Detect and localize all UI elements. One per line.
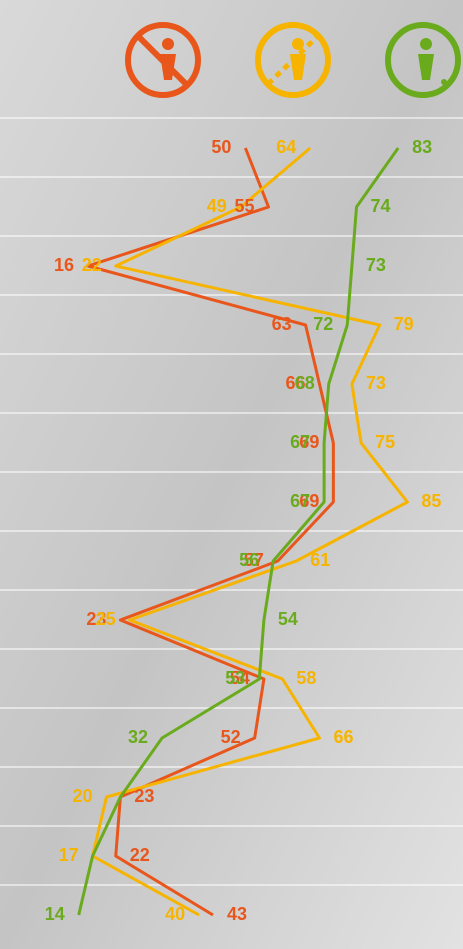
series-line xyxy=(91,146,409,917)
icon-no-golf xyxy=(125,22,201,98)
data-label: 17 xyxy=(59,845,79,865)
data-label: 43 xyxy=(227,904,247,924)
data-label: 50 xyxy=(211,137,231,157)
data-label: 22 xyxy=(82,255,102,275)
data-label: 55 xyxy=(235,196,255,216)
data-label: 23 xyxy=(134,786,154,806)
data-label: 54 xyxy=(278,609,298,629)
data-label: 54 xyxy=(230,668,250,688)
data-label: 61 xyxy=(310,550,330,570)
data-label: 53 xyxy=(225,668,245,688)
data-label: 67 xyxy=(290,491,310,511)
data-label: 14 xyxy=(45,904,65,924)
data-label: 49 xyxy=(207,196,227,216)
data-label: 72 xyxy=(313,314,333,334)
data-label: 40 xyxy=(165,904,185,924)
data-label: 32 xyxy=(128,727,148,747)
data-label: 63 xyxy=(272,314,292,334)
data-label: 56 xyxy=(239,550,259,570)
data-label: 22 xyxy=(130,845,150,865)
row-separators xyxy=(0,117,463,886)
data-label: 66 xyxy=(333,727,353,747)
data-label: 52 xyxy=(221,727,241,747)
data-label: 73 xyxy=(366,373,386,393)
data-label: 74 xyxy=(370,196,390,216)
data-label: 64 xyxy=(276,137,296,157)
data-label: 20 xyxy=(72,786,92,806)
data-label: 83 xyxy=(412,137,432,157)
icon-partial-golf xyxy=(255,22,331,98)
icon-golf xyxy=(385,22,461,98)
data-label: 25 xyxy=(96,609,116,629)
data-label: 73 xyxy=(366,255,386,275)
data-label: 23 xyxy=(86,609,106,629)
data-label: 58 xyxy=(296,668,316,688)
data-label: 66 xyxy=(285,373,305,393)
data-label: 69 xyxy=(299,432,319,452)
data-label: 75 xyxy=(375,432,395,452)
data-label: 85 xyxy=(421,491,441,511)
data-label: 16 xyxy=(54,255,74,275)
data-label: 57 xyxy=(244,550,264,570)
series-line xyxy=(77,147,400,916)
data-label: 67 xyxy=(290,432,310,452)
data-label: 79 xyxy=(394,314,414,334)
data-label: 69 xyxy=(299,491,319,511)
data-label: 68 xyxy=(295,373,315,393)
